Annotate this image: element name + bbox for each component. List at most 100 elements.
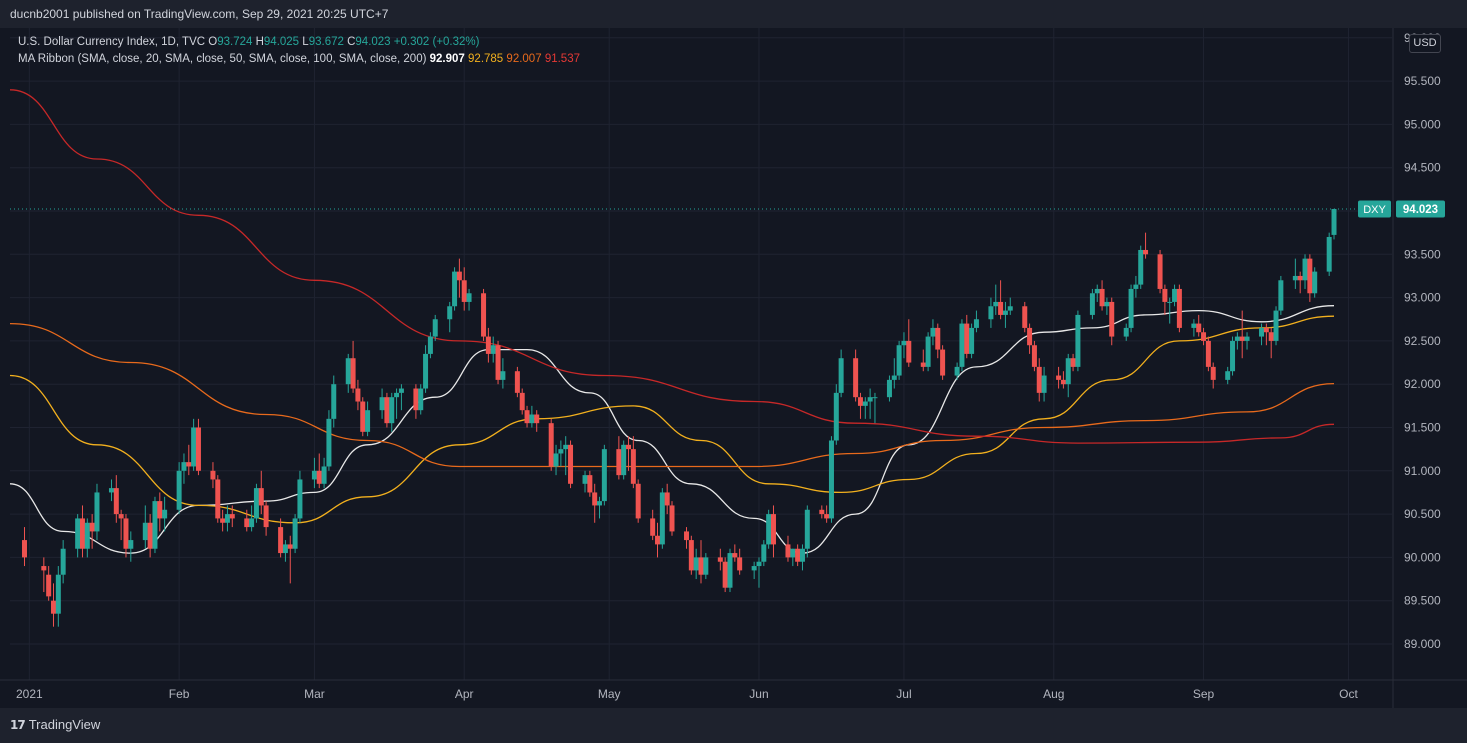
candle [418,384,424,415]
candle-body [1128,288,1134,328]
candle-body [94,492,100,532]
currency-button[interactable]: USD [1409,34,1441,53]
candle [766,509,772,549]
candle-body [152,501,158,549]
candle [732,544,738,562]
price-tick-label: 93.000 [1404,291,1441,305]
candle-body [1075,314,1081,367]
candle [737,548,743,575]
candle-body [563,444,569,450]
candle-body [582,475,588,484]
price-tick-label: 94.500 [1404,161,1441,175]
candle [1312,267,1318,298]
candle-body [973,319,979,328]
candle-body [964,323,970,354]
candle-body [282,544,288,554]
candle [220,509,226,532]
candle-body [50,600,56,614]
candle [519,388,525,415]
candle-body [452,271,458,307]
candle [21,527,27,567]
candle-body [350,358,356,389]
candle-body [418,388,424,411]
candle-body [630,449,636,484]
candle-body [1041,375,1047,393]
candle [529,405,535,428]
candle-body [1104,301,1110,307]
candle-body [1157,254,1163,289]
legend-ma50-value: 92.785 [468,53,504,65]
candle [930,319,936,346]
price-tick-label: 95.000 [1404,117,1441,131]
candle-body [157,501,163,519]
candle [147,514,153,558]
candle [722,557,728,593]
candle-body [920,362,926,367]
candle [1128,284,1134,333]
candle-body [1056,375,1062,380]
ma-line-ma20 [9,305,1335,554]
candle-body [998,301,1004,315]
candle-body [1031,345,1037,367]
candle-body [278,527,284,554]
candle [862,397,868,419]
candle [389,392,395,432]
candle-body [316,470,322,484]
price-tick-label: 90.500 [1404,507,1441,521]
candle-body [1133,284,1139,289]
candle-body [534,414,540,424]
candle-body [1312,271,1318,294]
candle [558,440,564,467]
candle-body [592,492,598,506]
candle-body [466,293,472,302]
candle-body [1060,379,1066,385]
legend-ma-row: MA Ribbon (SMA, close, 20, SMA, close, 5… [18,51,580,68]
price-tick-label: 92.500 [1404,334,1441,348]
time-tick-label: Sep [1193,687,1215,701]
candle-body [1138,249,1144,285]
candle-body [1007,306,1013,311]
candle [1292,258,1298,289]
candle [345,353,351,393]
dxy-label-badge [1358,200,1391,218]
candle [481,288,487,341]
candle-body [587,475,593,493]
candle-body [326,418,332,467]
candle-body [872,397,878,399]
candle-body [162,509,168,519]
candle-body [688,540,694,571]
legend-l-value: 93.672 [308,36,344,48]
candle-body [959,323,965,367]
candle [824,505,830,523]
legend-ma20-value: 92.907 [429,53,465,65]
candle [1239,310,1245,359]
tradingview-logo[interactable]: 17 TradingView [10,717,100,732]
candle [1089,288,1095,320]
candle [360,397,366,437]
candle-body [519,392,525,411]
candle-body [1109,301,1115,337]
candle-body [456,271,462,281]
candle-body [229,514,235,519]
candle [157,492,163,532]
candle [1002,301,1008,328]
candle [331,375,337,428]
candle [55,566,61,627]
candle-body [1191,323,1197,328]
candle-body [1123,327,1129,337]
candle-body [1022,306,1028,328]
candle [1244,332,1250,350]
candle [790,548,796,567]
price-axis-panel [1393,28,1467,680]
candle [263,501,269,536]
candle [128,531,134,562]
candle [838,349,844,398]
candle-body [1065,358,1071,385]
candle-body [191,427,197,467]
candle [563,436,569,476]
candle [1138,245,1144,289]
candle [727,548,733,593]
candle-body [495,345,501,380]
candle-body [717,557,723,562]
